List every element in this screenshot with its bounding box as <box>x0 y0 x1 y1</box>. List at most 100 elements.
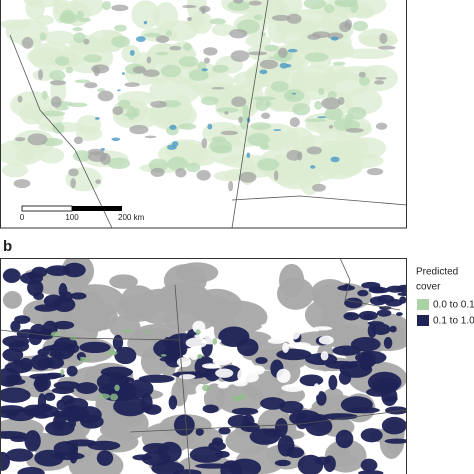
land-cover-patch <box>232 380 248 387</box>
land-cover-patch <box>51 96 62 108</box>
land-cover-patch <box>212 64 229 73</box>
land-cover-patch <box>117 89 121 92</box>
land-cover-patch <box>369 286 383 294</box>
land-cover-patch <box>54 56 70 66</box>
land-cover-patch <box>178 56 199 68</box>
land-cover-patch <box>14 315 31 324</box>
land-cover-patch <box>76 115 102 135</box>
land-cover-patch <box>80 358 90 362</box>
land-cover-patch <box>53 297 76 313</box>
scale-label: 0 <box>20 213 25 222</box>
land-cover-patch <box>264 44 279 52</box>
land-cover-patch <box>202 404 219 414</box>
land-cover-patch <box>49 351 66 358</box>
land-cover-patch <box>114 24 127 32</box>
land-cover-patch <box>279 400 304 414</box>
land-cover-patch <box>83 54 102 63</box>
land-cover-patch <box>342 283 352 291</box>
scale-label: 100 <box>65 213 79 222</box>
land-cover-patch <box>304 52 329 62</box>
land-cover-patch <box>228 458 262 474</box>
land-cover-patch <box>84 82 98 89</box>
land-cover-patch <box>53 381 81 390</box>
legend-title: Predicted <box>416 267 458 278</box>
land-cover-patch <box>213 170 241 182</box>
land-cover-patch <box>107 350 118 356</box>
land-cover-patch <box>41 90 48 100</box>
land-cover-patch <box>230 50 250 62</box>
land-cover-patch <box>207 300 268 335</box>
map-a <box>0 0 407 228</box>
land-cover-patch <box>287 48 298 53</box>
land-cover-patch <box>24 430 41 452</box>
land-cover-patch <box>255 98 270 112</box>
land-cover-patch <box>239 171 257 183</box>
land-cover-patch <box>111 4 129 12</box>
land-cover-patch <box>261 112 271 120</box>
land-cover-patch <box>274 459 291 467</box>
land-cover-patch <box>207 123 213 130</box>
land-cover-patch <box>78 17 92 22</box>
land-cover-patch <box>297 454 324 474</box>
land-cover-patch <box>377 45 396 50</box>
land-cover-patch <box>33 380 43 389</box>
land-cover-patch <box>65 66 74 74</box>
land-cover-patch <box>83 38 90 45</box>
land-cover-patch <box>197 354 203 359</box>
land-cover-patch <box>95 116 100 120</box>
land-cover-patch <box>257 158 280 171</box>
land-cover-patch <box>109 274 138 289</box>
land-cover-patch <box>72 27 83 32</box>
land-cover-patch <box>297 151 303 161</box>
land-cover-patch <box>249 428 281 445</box>
land-cover-patch <box>129 125 149 135</box>
land-cover-patch <box>73 32 86 44</box>
land-cover-patch <box>332 61 346 66</box>
land-cover-patch <box>376 309 392 317</box>
land-cover-patch <box>39 32 47 41</box>
map-b <box>0 258 407 474</box>
land-cover-patch <box>323 4 335 14</box>
land-cover-patch <box>385 298 403 307</box>
land-cover-patch <box>68 444 78 464</box>
border-line <box>339 258 401 311</box>
land-cover-patch <box>275 418 288 438</box>
land-cover-patch <box>176 357 192 368</box>
land-cover-patch <box>144 135 157 139</box>
land-cover-patch <box>310 165 316 169</box>
land-cover-patch <box>342 48 394 59</box>
land-cover-patch <box>277 47 288 58</box>
land-cover-patch <box>358 470 384 474</box>
land-cover-patch <box>73 136 83 145</box>
land-cover-patch <box>87 440 121 451</box>
land-cover-patch <box>227 0 250 11</box>
land-cover-patch <box>62 406 90 421</box>
land-cover-patch <box>114 346 137 365</box>
land-cover-patch <box>2 348 24 362</box>
land-cover-patch <box>201 384 211 392</box>
land-cover-patch <box>367 321 384 326</box>
land-cover-patch <box>25 0 45 20</box>
land-cover-patch <box>379 32 388 44</box>
land-cover-patch <box>248 51 268 56</box>
land-cover-patch <box>217 383 229 389</box>
land-cover-patch <box>129 50 135 56</box>
land-cover-patch <box>358 76 370 86</box>
land-cover-patch <box>271 80 289 93</box>
land-cover-patch <box>167 144 177 150</box>
land-cover-patch <box>384 438 407 444</box>
land-cover-patch <box>306 146 322 155</box>
land-cover-patch <box>352 20 369 32</box>
land-cover-patch <box>320 351 329 361</box>
land-cover-patch <box>109 315 141 339</box>
land-cover-patch <box>13 178 31 189</box>
land-cover-patch <box>250 365 265 375</box>
land-cover-patch <box>74 79 91 84</box>
land-cover-patch <box>168 395 178 410</box>
land-cover-patch <box>143 20 148 25</box>
land-cover-patch <box>289 409 322 427</box>
land-cover-patch <box>97 90 114 102</box>
land-cover-patch <box>0 387 31 403</box>
land-cover-patch <box>245 34 272 48</box>
